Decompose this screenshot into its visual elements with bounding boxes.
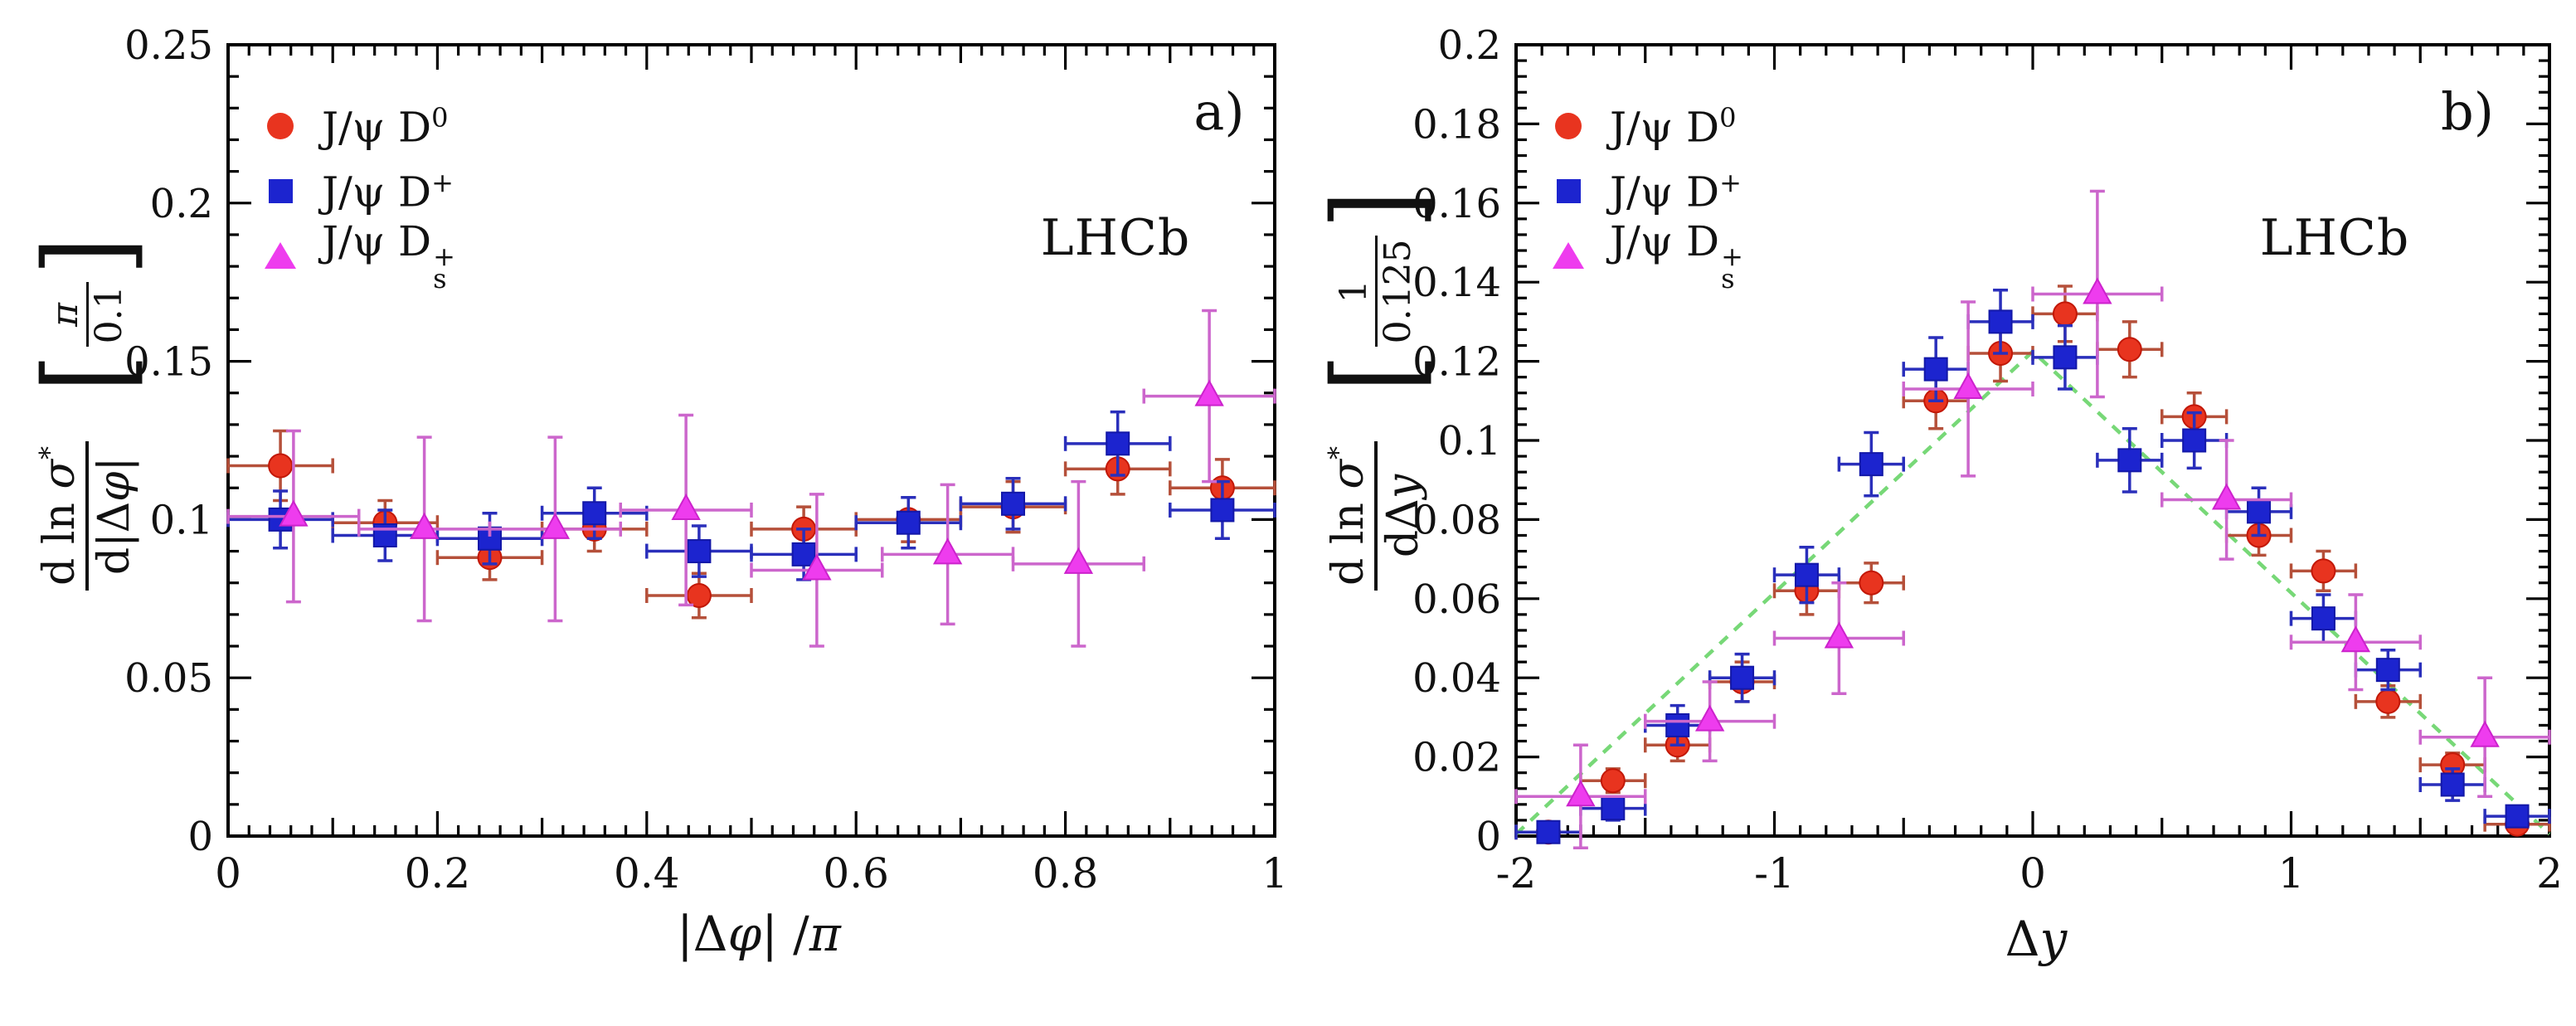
- square-marker-icon: [264, 178, 297, 203]
- circle-marker-icon: [264, 113, 297, 139]
- left-bracket-icon: [: [1308, 353, 1444, 392]
- y-tick-label: 0.1: [150, 497, 213, 543]
- legend-label: J/ψ D + s: [322, 216, 455, 294]
- series-jpsi-dplus-a: [226, 410, 1276, 581]
- axis-ticks-b: [1514, 43, 2551, 838]
- x-tick-label: 0.6: [823, 849, 889, 897]
- x-tick-label: 0.4: [614, 849, 680, 897]
- panel-a-chart: 0 0.2 0.4 0.6 0.8 1 0 0.05 0.1 0.15 0.2 0.25: [124, 22, 1288, 897]
- series-jpsi-ds-b: [1514, 189, 2551, 850]
- x-tick-label: 2: [2536, 849, 2563, 897]
- legend-label: J/ψ D + s: [1610, 216, 1743, 294]
- series-jpsi-d0-b: [1514, 284, 2551, 845]
- data-point-markers: [279, 379, 1224, 581]
- legend-item-jpsi-ds: J/ψ D + s: [264, 221, 455, 292]
- y-tick-label: 0.12: [1412, 339, 1501, 386]
- x-tick-label: -2: [1496, 849, 1537, 897]
- y-tick-label: 0.15: [124, 339, 213, 386]
- y-title-unit: [ π 0.1 ]: [19, 236, 155, 392]
- legend-label: J/ψ D+: [322, 166, 454, 216]
- y-title-fraction: d ln σ* d|Δφ|: [34, 441, 140, 591]
- legend-item-jpsi-dplus: J/ψ D+: [1552, 164, 1743, 217]
- y-tick-label: 0: [187, 814, 213, 860]
- left-bracket-icon: [: [19, 353, 155, 392]
- series-jpsi-ds-a: [226, 309, 1276, 648]
- right-bracket-icon: ]: [19, 236, 155, 276]
- plot-frame-a: [226, 43, 1276, 838]
- y-tick-label: 0.06: [1412, 576, 1501, 623]
- data-point-markers: [1536, 309, 2530, 844]
- x-axis-title-a: |Δφ| /π: [677, 906, 841, 962]
- y-tick-label: 0: [1475, 814, 1501, 860]
- triangle-marker-icon: [264, 242, 297, 269]
- y-tick-label: 0.18: [1412, 101, 1501, 148]
- y-tick-label: 0.2: [150, 181, 213, 227]
- experiment-label-b: LHCb: [2259, 209, 2410, 267]
- y-tick-label: 0.02: [1412, 735, 1501, 781]
- plot-frame-b: [1514, 43, 2551, 838]
- legend-panel-a: J/ψ D0 J/ψ D+ J/ψ D + s: [264, 100, 455, 292]
- data-point-markers: [268, 431, 1235, 566]
- y-tick-label: 0.1: [1438, 418, 1501, 464]
- error-bars: [1514, 288, 2551, 842]
- experiment-label-a: LHCb: [1040, 209, 1191, 267]
- y-title-fraction: d ln σ* dΔy: [1323, 441, 1429, 591]
- panel-label-a: a): [1193, 81, 1245, 142]
- triangle-marker-icon: [1552, 242, 1585, 269]
- legend-label: J/ψ D0: [322, 101, 449, 152]
- x-tick-label: 0.2: [405, 849, 471, 897]
- x-tick-label: 0: [2019, 849, 2046, 897]
- error-bars: [1514, 284, 2551, 842]
- x-axis-title-b: Δy: [2005, 911, 2068, 967]
- square-marker-icon: [1552, 178, 1585, 203]
- legend-panel-b: J/ψ D0 J/ψ D+ J/ψ D + s: [1552, 100, 1743, 292]
- x-tick-label: 1: [2278, 849, 2305, 897]
- legend-item-jpsi-ds: J/ψ D + s: [1552, 221, 1743, 292]
- y-tick-label: 0.04: [1412, 655, 1501, 702]
- y-tick-label: 0.14: [1412, 260, 1501, 306]
- y-title-unit: [ 1 0.125 ]: [1308, 190, 1444, 392]
- circle-marker-icon: [1552, 113, 1585, 139]
- y-axis-title-a: d ln σ* d|Δφ| [ π 0.1 ]: [15, 237, 372, 736]
- x-tick-label: 0: [215, 849, 241, 897]
- panel-label-b: b): [2441, 81, 2494, 142]
- legend-label: J/ψ D0: [1610, 101, 1737, 152]
- right-bracket-icon: ]: [1308, 190, 1444, 230]
- y-axis-title-b: d ln σ* dΔy [ 1 0.125 ]: [1304, 191, 1707, 736]
- legend-item-jpsi-dplus: J/ψ D+: [264, 164, 455, 217]
- x-tick-label: -1: [1754, 849, 1795, 897]
- y-tick-label: 0.08: [1412, 497, 1501, 543]
- x-tick-label: 1: [1261, 849, 1288, 897]
- data-point-markers: [1566, 277, 2500, 807]
- x-tick-label: 0.8: [1033, 849, 1099, 897]
- legend-item-jpsi-d0: J/ψ D0: [1552, 100, 1743, 153]
- y-tick-label: 0.25: [124, 22, 213, 69]
- panel-b-chart: -2 -1 0 1 2 0 0.02 0.04 0.06 0.08 0.1 0.12 0.14 0.16 0…: [1412, 22, 2563, 897]
- y-tick-label: 0.05: [124, 655, 213, 702]
- y-tick-label: 0.2: [1438, 22, 1501, 69]
- legend-item-jpsi-d0: J/ψ D0: [264, 100, 455, 153]
- y-tick-label: 0.16: [1412, 181, 1501, 227]
- legend-label: J/ψ D+: [1610, 166, 1742, 216]
